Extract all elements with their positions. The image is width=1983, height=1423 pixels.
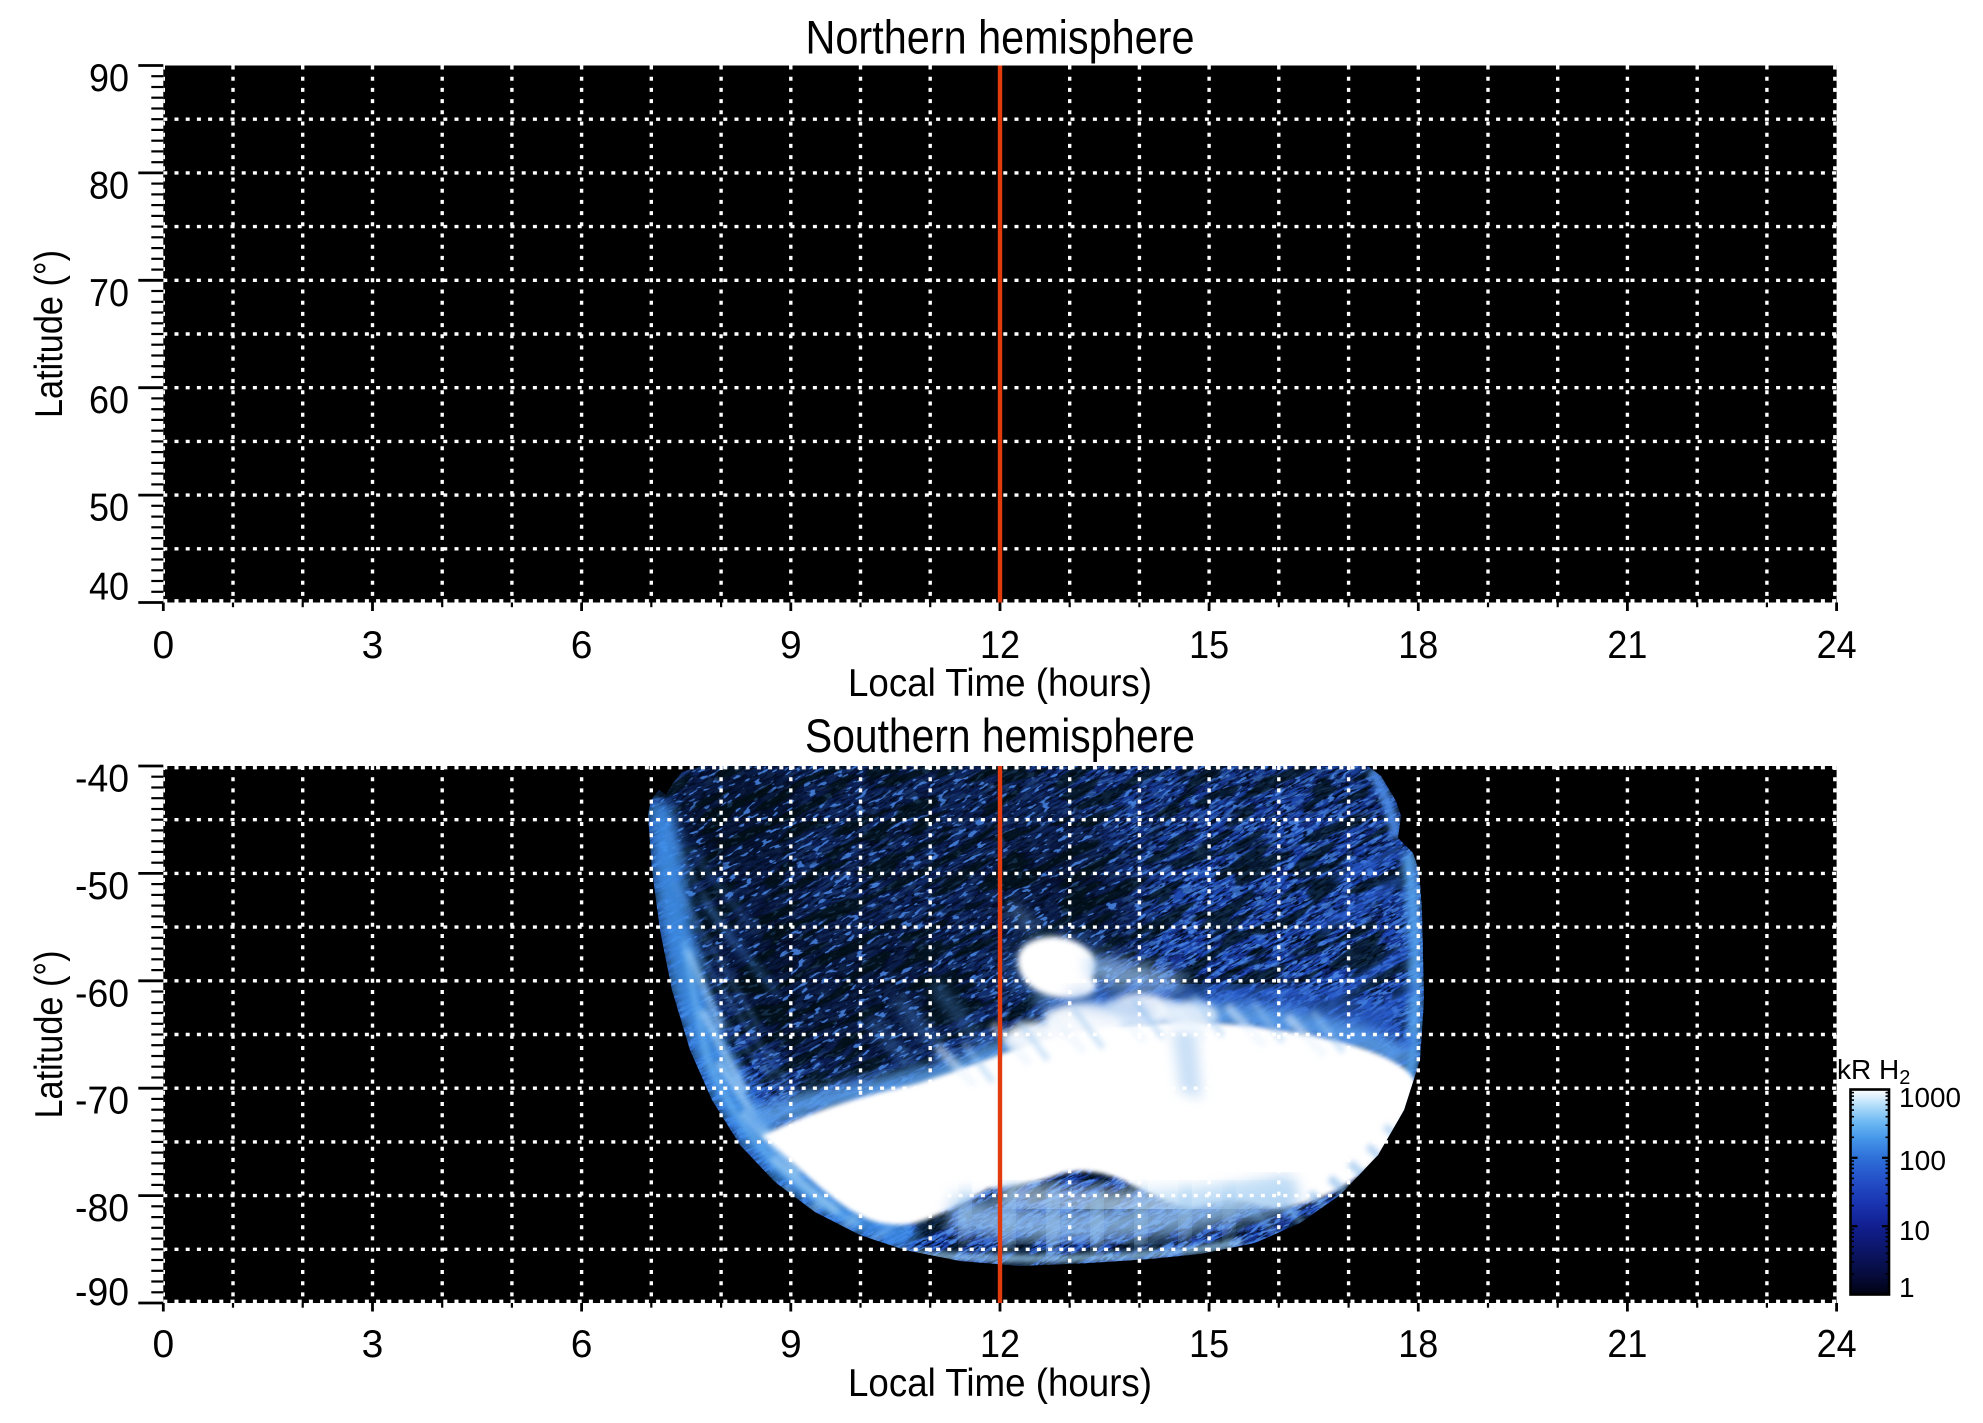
svg-text:-50: -50 (75, 865, 129, 908)
svg-text:100: 100 (1899, 1145, 1946, 1176)
svg-text:24: 24 (1817, 1323, 1857, 1366)
svg-text:0: 0 (152, 624, 174, 667)
svg-text:-90: -90 (75, 1271, 129, 1314)
svg-text:9: 9 (780, 624, 802, 667)
svg-text:9: 9 (780, 1323, 802, 1366)
svg-text:12: 12 (980, 1323, 1020, 1366)
svg-text:15: 15 (1189, 624, 1229, 667)
svg-text:18: 18 (1398, 1323, 1438, 1366)
svg-text:-40: -40 (75, 758, 129, 801)
svg-text:Latitude (°): Latitude (°) (28, 250, 71, 418)
svg-text:90: 90 (89, 57, 129, 100)
svg-text:21: 21 (1607, 624, 1647, 667)
svg-text:Northern hemisphere: Northern hemisphere (806, 11, 1195, 64)
svg-text:-80: -80 (75, 1187, 129, 1230)
svg-text:3: 3 (362, 1323, 384, 1366)
svg-text:15: 15 (1189, 1323, 1229, 1366)
svg-text:21: 21 (1607, 1323, 1647, 1366)
svg-text:6: 6 (571, 1323, 593, 1366)
svg-text:40: 40 (89, 566, 129, 609)
svg-text:18: 18 (1398, 624, 1438, 667)
svg-text:kR H2: kR H2 (1837, 1054, 1910, 1089)
svg-text:80: 80 (89, 164, 129, 207)
svg-text:-60: -60 (75, 972, 129, 1015)
svg-text:0: 0 (152, 1323, 174, 1366)
svg-text:Local Time (hours): Local Time (hours) (848, 1362, 1152, 1405)
svg-text:70: 70 (89, 272, 129, 315)
svg-text:10: 10 (1899, 1215, 1930, 1246)
svg-text:1000: 1000 (1899, 1082, 1961, 1113)
svg-text:60: 60 (89, 379, 129, 422)
svg-text:12: 12 (980, 624, 1020, 667)
svg-text:24: 24 (1817, 624, 1857, 667)
svg-text:6: 6 (571, 624, 593, 667)
svg-text:Local Time (hours): Local Time (hours) (848, 662, 1152, 705)
svg-text:Latitude (°): Latitude (°) (28, 951, 71, 1119)
svg-text:1: 1 (1899, 1272, 1915, 1303)
svg-text:3: 3 (362, 624, 384, 667)
svg-text:50: 50 (89, 487, 129, 530)
svg-text:-70: -70 (75, 1080, 129, 1123)
svg-text:Southern hemisphere: Southern hemisphere (805, 709, 1195, 762)
